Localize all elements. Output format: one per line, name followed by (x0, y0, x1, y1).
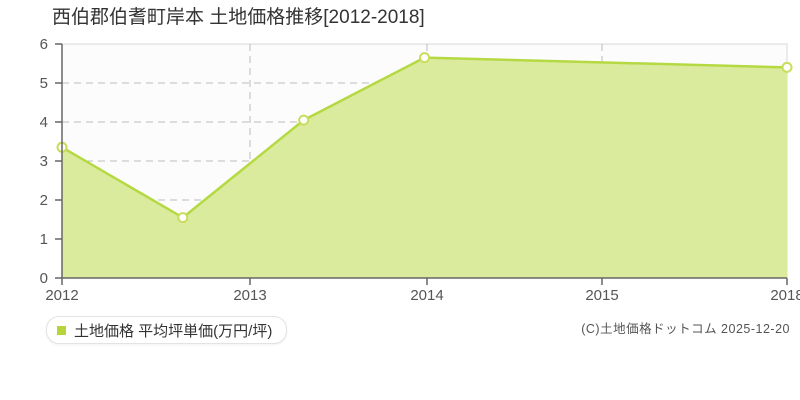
legend-label: 土地価格 平均坪単価(万円/坪) (74, 322, 273, 340)
y-tick-label-0: 0 (39, 270, 48, 287)
series-area-fill (62, 57, 787, 278)
x-tick-label-2014: 2014 (410, 287, 444, 304)
y-tick-label-3: 3 (39, 153, 48, 170)
x-tick-label-2012: 2012 (45, 287, 79, 304)
data-point-2018 (781, 61, 793, 73)
y-tick-label-2: 2 (39, 192, 48, 209)
y-tick-label-4: 4 (39, 114, 48, 131)
chart-legend[interactable]: 土地価格 平均坪単価(万円/坪) (46, 316, 288, 344)
x-tick-label-2018: 2018 (770, 287, 800, 304)
data-point-2013 (177, 212, 189, 224)
x-axis-ticks (61, 278, 788, 285)
series-markers (56, 52, 793, 224)
legend-swatch-icon (57, 325, 66, 335)
x-tick-label-2013: 2013 (233, 287, 267, 304)
copyright-credit: (C)土地価格ドットコム 2025-12-20 (581, 322, 790, 336)
y-tick-label-1: 1 (39, 231, 48, 248)
data-point-2015 (419, 52, 430, 64)
data-point-2014 (298, 114, 310, 126)
chart-title: 西伯郡伯耆町岸本 土地価格推移[2012-2018] (52, 7, 425, 28)
y-axis-ticks (55, 43, 62, 279)
x-tick-label-2015: 2015 (585, 287, 619, 304)
y-tick-label-5: 5 (39, 75, 48, 92)
y-tick-label-6: 6 (39, 36, 48, 53)
